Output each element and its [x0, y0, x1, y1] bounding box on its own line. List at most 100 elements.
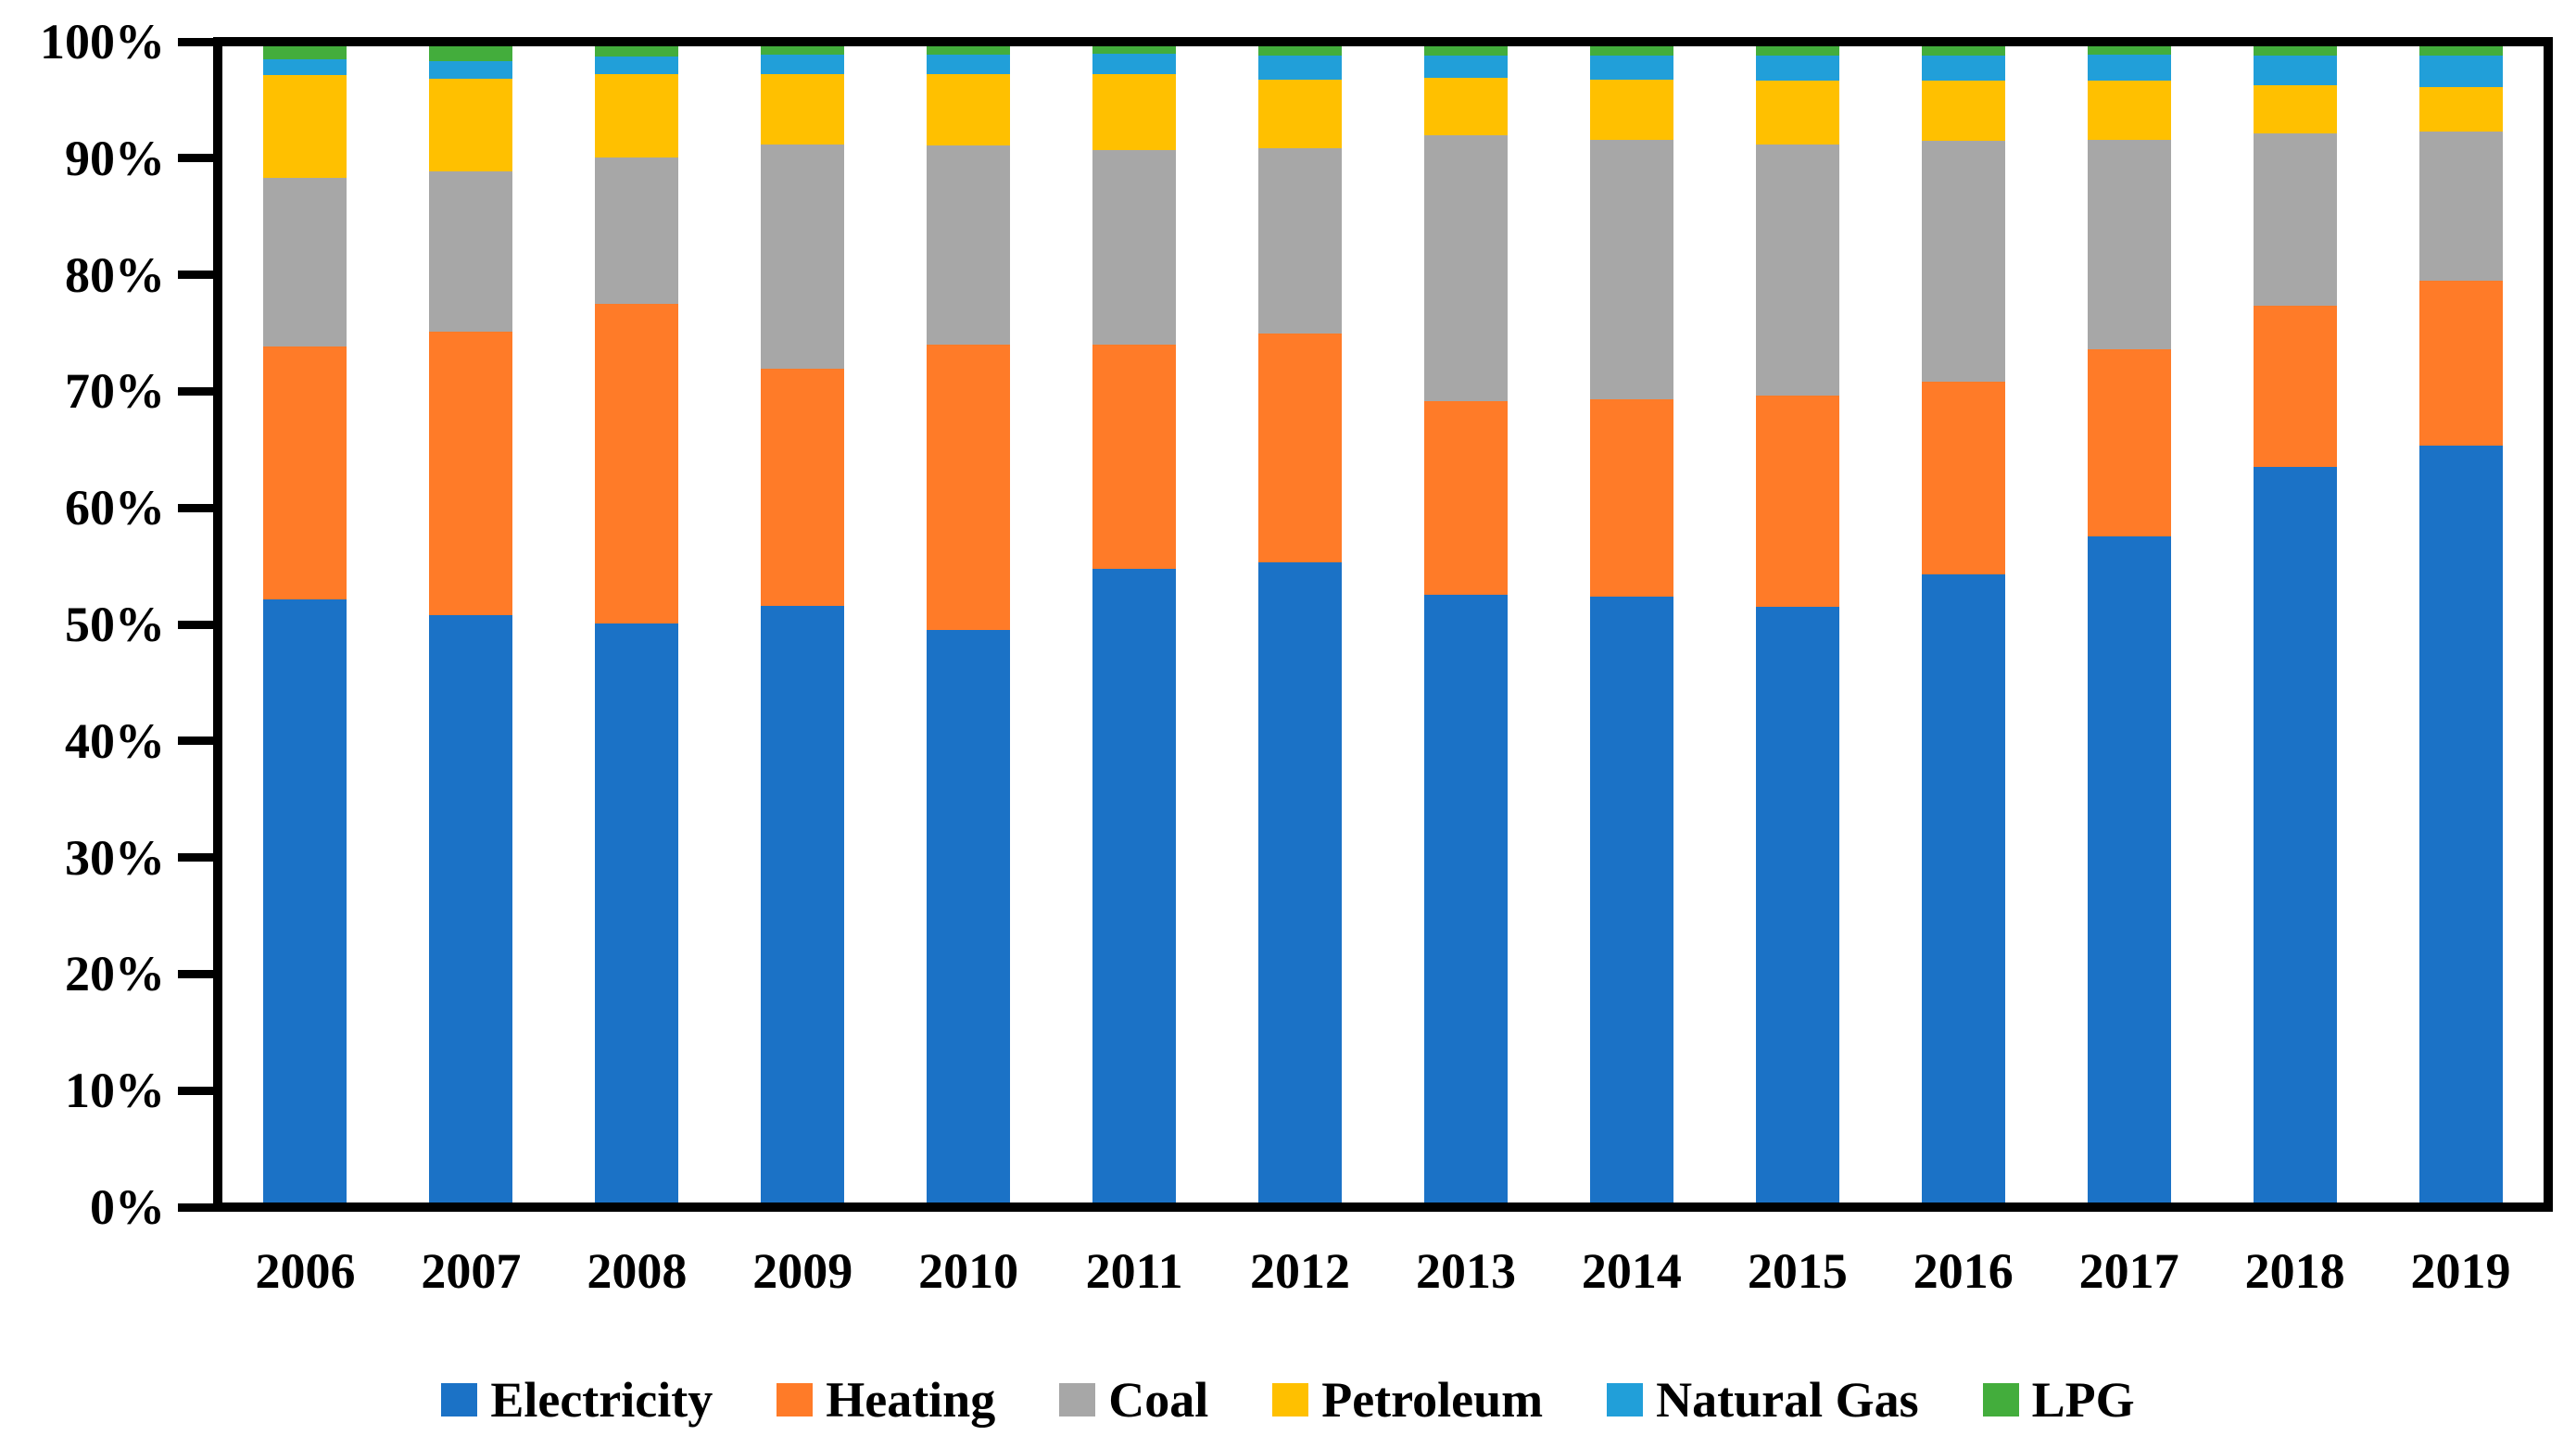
bar-2009	[761, 46, 845, 1202]
y-tick-label: 10%	[65, 1063, 165, 1119]
x-tick-label: 2016	[1913, 1243, 2014, 1299]
bar-2015	[1755, 46, 1839, 1202]
bar-segment-electricity	[761, 606, 845, 1202]
bar-segment-lpg	[1423, 46, 1508, 57]
bar-segment-natural-gas	[1092, 53, 1177, 74]
y-tick-mark	[178, 154, 213, 163]
bar-segment-petroleum	[1921, 81, 2005, 142]
bar-segment-electricity	[2087, 536, 2171, 1202]
bar-segment-heating	[1423, 401, 1508, 595]
bar-segment-coal	[2253, 132, 2337, 306]
bar-segment-petroleum	[1423, 77, 1508, 136]
legend-label: Petroleum	[1321, 1372, 1544, 1428]
bar-segment-coal	[1589, 140, 1673, 399]
bar-segment-petroleum	[1258, 80, 1343, 148]
bar-2012	[1258, 46, 1343, 1202]
bar-segment-coal	[595, 157, 679, 305]
x-tick-label: 2008	[587, 1243, 688, 1299]
bar-segment-heating	[429, 332, 513, 616]
bar-segment-electricity	[1755, 607, 1839, 1202]
bar-segment-heating	[2087, 348, 2171, 537]
bar-segment-coal	[1092, 150, 1177, 345]
y-tick-label: 50%	[65, 597, 165, 652]
bar-segment-coal	[263, 178, 347, 347]
bar-segment-electricity	[2418, 445, 2503, 1202]
legend-label: LPG	[2031, 1372, 2135, 1428]
legend-label: Coal	[1108, 1372, 1209, 1428]
bar-segment-heating	[927, 345, 1011, 631]
legend-item-coal: Coal	[1059, 1373, 1208, 1427]
bar-segment-electricity	[263, 598, 347, 1202]
bar-segment-lpg	[429, 46, 513, 62]
bar-segment-natural-gas	[1589, 56, 1673, 81]
y-tick-mark	[178, 1086, 213, 1095]
bar-segment-petroleum	[2253, 85, 2337, 133]
bar-segment-coal	[1258, 147, 1343, 334]
legend-label: Electricity	[490, 1372, 713, 1428]
plot-area	[213, 37, 2553, 1212]
legend-swatch-petroleum	[1272, 1383, 1309, 1417]
bar-2019	[2418, 46, 2503, 1202]
y-tick-label: 90%	[65, 130, 165, 186]
legend-item-lpg: LPG	[1982, 1372, 2135, 1428]
y-tick-mark	[178, 853, 213, 863]
bar-segment-petroleum	[263, 75, 347, 179]
x-tick-label: 2017	[2078, 1243, 2179, 1299]
y-tick-label: 60%	[65, 480, 165, 536]
y-tick-label: 70%	[65, 363, 165, 420]
bar-segment-coal	[761, 145, 845, 370]
bar-2013	[1423, 46, 1508, 1202]
x-tick-label: 2010	[918, 1243, 1019, 1299]
bar-segment-lpg	[1589, 46, 1673, 57]
bar-segment-electricity	[2253, 467, 2337, 1202]
bar-2018	[2253, 46, 2337, 1202]
bar-segment-petroleum	[1589, 80, 1673, 141]
bar-segment-natural-gas	[2418, 56, 2503, 87]
legend-swatch-coal	[1059, 1383, 1096, 1417]
x-tick-label: 2015	[1747, 1243, 1848, 1299]
bar-2016	[1921, 46, 2005, 1202]
legend-item-electricity: Electricity	[441, 1373, 713, 1427]
legend-label: Natural Gas	[1656, 1372, 1919, 1428]
legend-label: Heating	[826, 1372, 996, 1428]
x-tick-label: 2014	[1581, 1243, 1682, 1299]
bar-segment-natural-gas	[1258, 56, 1343, 81]
legend-swatch-electricity	[441, 1383, 478, 1417]
x-tick-label: 2018	[2244, 1243, 2345, 1299]
bar-2007	[429, 46, 513, 1202]
bar-segment-lpg	[595, 46, 679, 57]
bar-segment-electricity	[429, 615, 513, 1202]
x-tick-label: 2012	[1250, 1243, 1351, 1299]
bar-segment-electricity	[1589, 597, 1673, 1202]
bar-segment-electricity	[1921, 574, 2005, 1202]
bar-segment-natural-gas	[1755, 56, 1839, 82]
bar-segment-natural-gas	[2253, 56, 2337, 86]
bar-segment-lpg	[2087, 46, 2171, 55]
bar-segment-natural-gas	[595, 57, 679, 74]
y-tick-mark	[178, 386, 213, 396]
bar-segment-petroleum	[2087, 81, 2171, 141]
bar-segment-petroleum	[927, 73, 1011, 146]
bar-segment-electricity	[1092, 569, 1177, 1202]
y-tick-label: 30%	[65, 829, 165, 886]
y-tick-mark	[178, 37, 213, 46]
legend-swatch-natural-gas	[1607, 1383, 1644, 1417]
y-tick-mark	[178, 969, 213, 978]
bar-2006	[263, 46, 347, 1202]
x-tick-label: 2007	[421, 1243, 522, 1299]
legend-item-natural-gas: Natural Gas	[1607, 1373, 1919, 1427]
bar-segment-natural-gas	[1423, 56, 1508, 78]
legend-item-petroleum: Petroleum	[1272, 1373, 1543, 1427]
bar-segment-heating	[1589, 398, 1673, 598]
y-tick-mark	[178, 737, 213, 746]
bar-segment-coal	[2418, 132, 2503, 282]
bar-segment-heating	[1921, 381, 2005, 575]
bar-segment-petroleum	[761, 73, 845, 145]
bar-segment-natural-gas	[263, 58, 347, 76]
y-tick-label: 20%	[65, 946, 165, 1002]
bar-segment-heating	[761, 369, 845, 607]
bar-segment-lpg	[1258, 46, 1343, 57]
bar-segment-heating	[1258, 333, 1343, 562]
bar-segment-heating	[595, 304, 679, 623]
